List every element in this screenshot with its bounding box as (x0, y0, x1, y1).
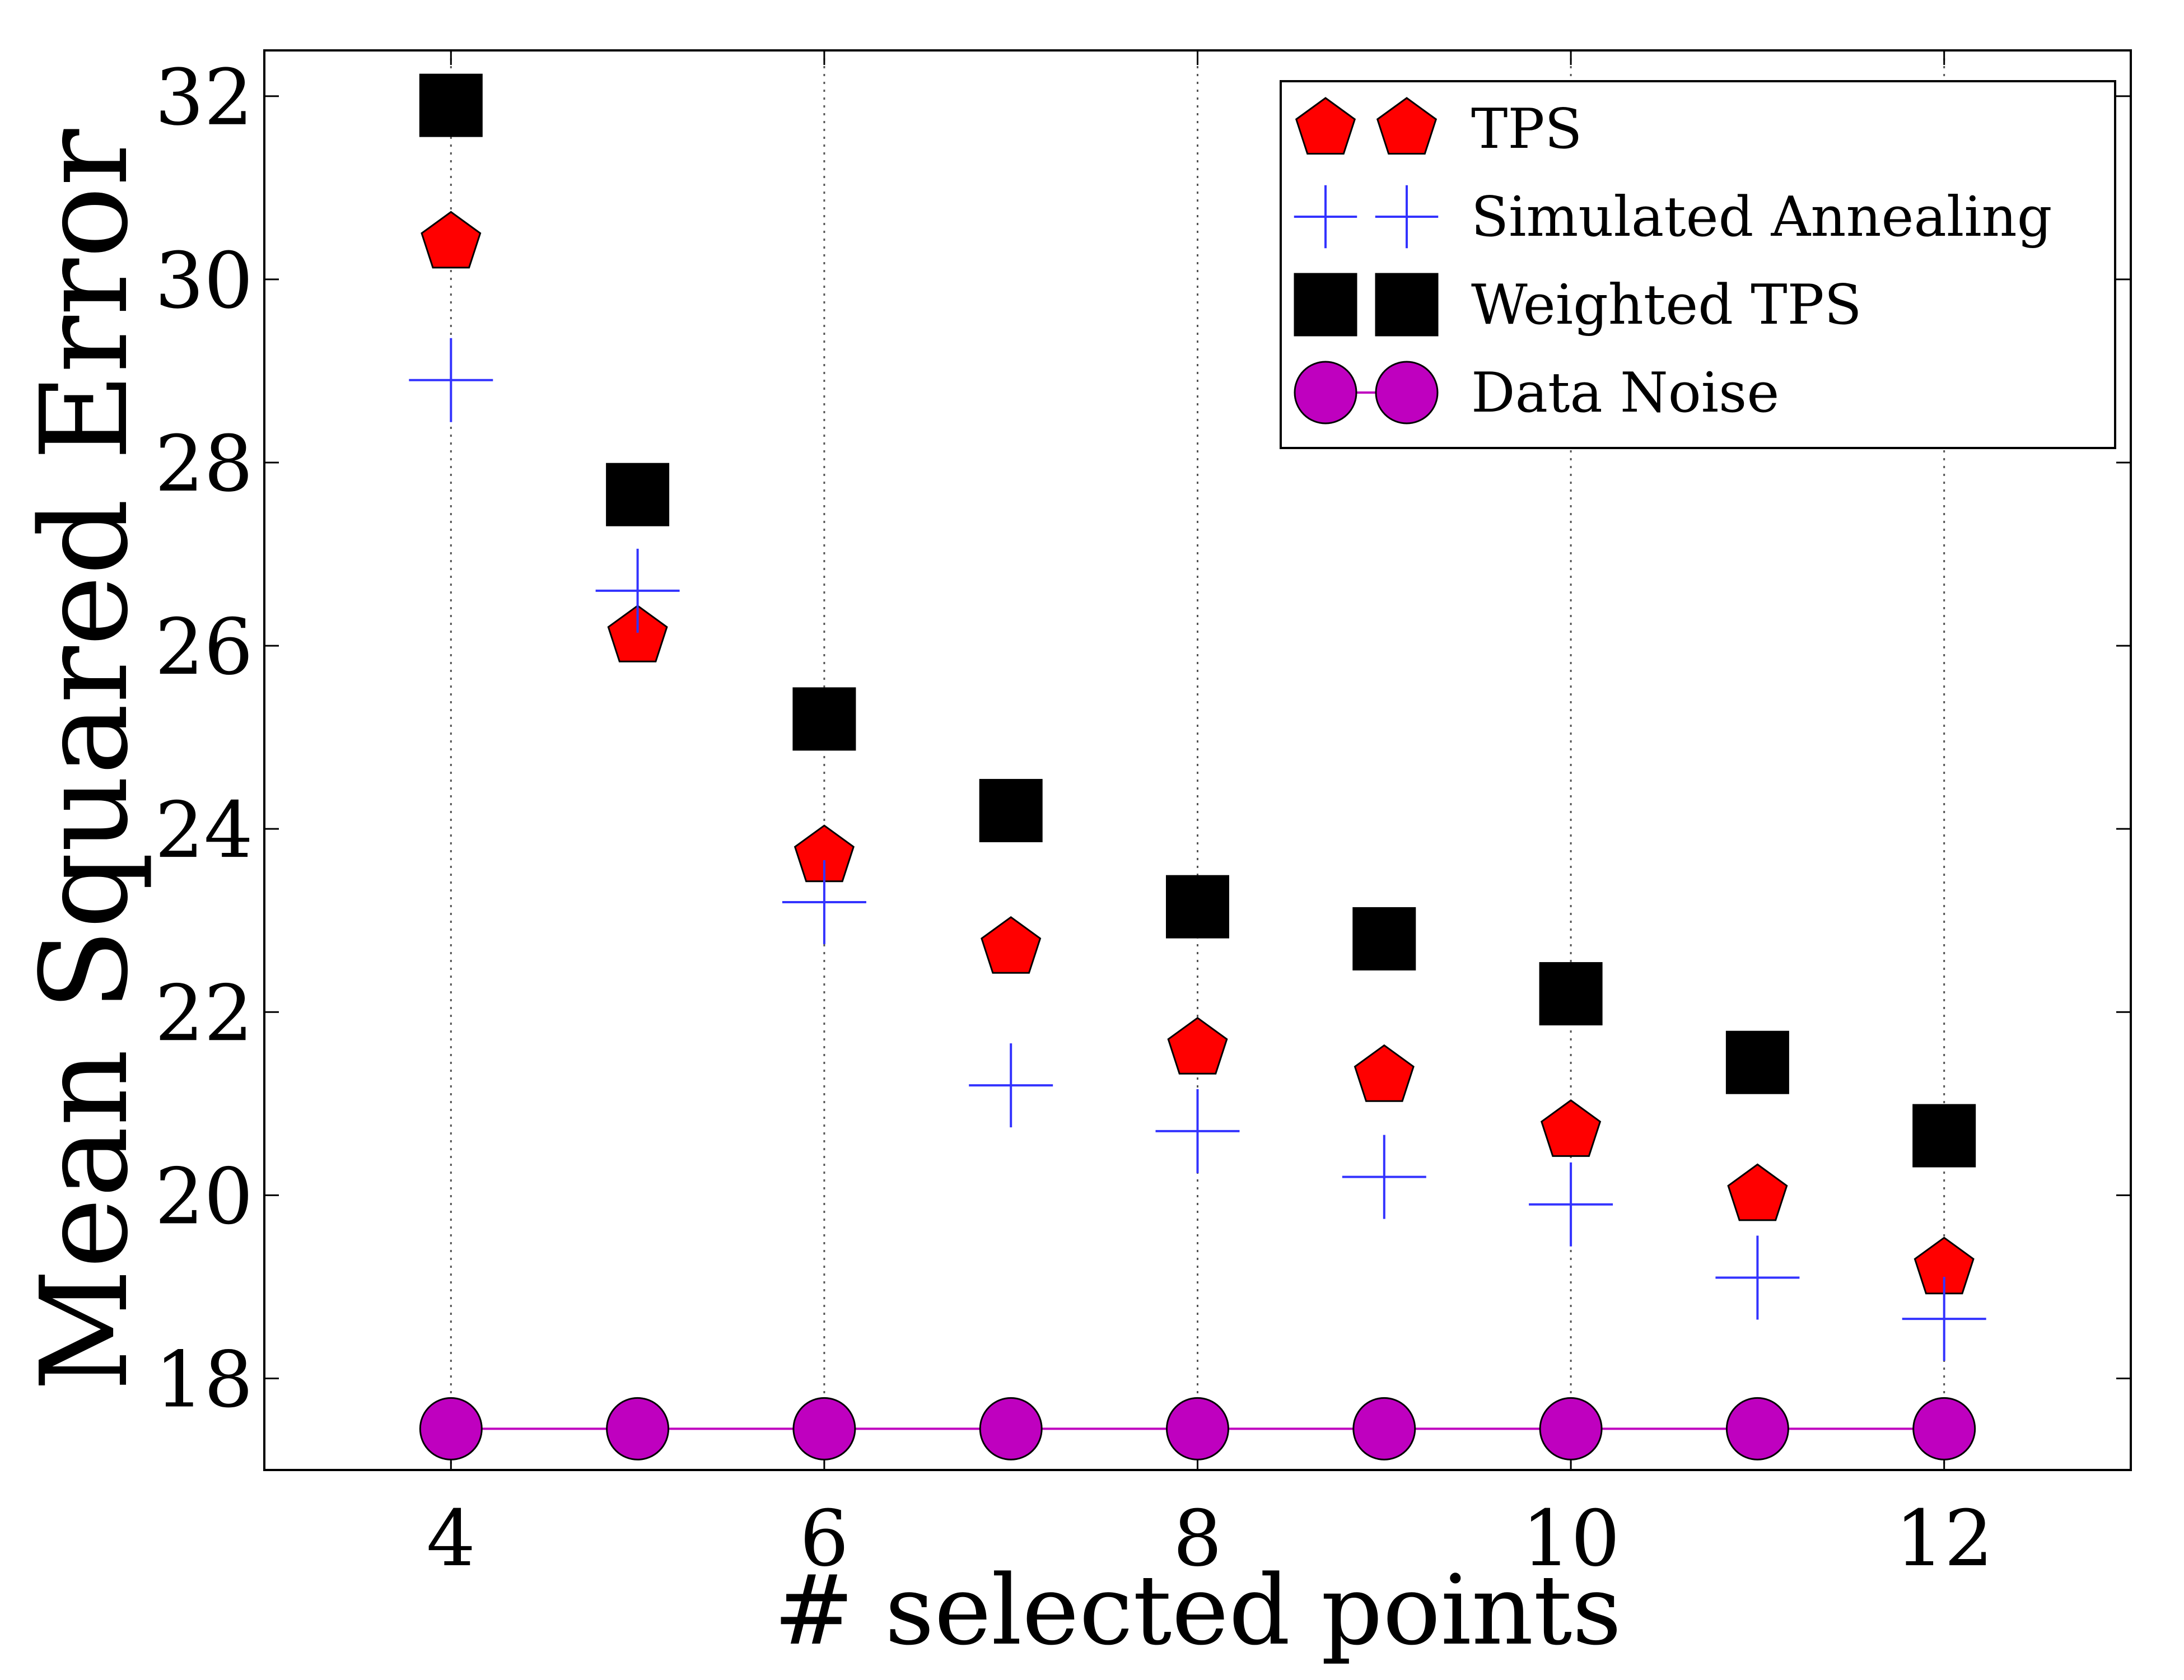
data-point-simulated-annealing (969, 1043, 1053, 1128)
x-tick-label: 12 (1895, 1494, 1994, 1584)
data-point-data-noise (1352, 1397, 1416, 1460)
data-point-tps (607, 604, 668, 662)
x-tick-label: 10 (1522, 1494, 1620, 1584)
legend-entry-weighted-tps: Weighted TPS (1294, 273, 1862, 337)
data-point-simulated-annealing (595, 548, 680, 633)
y-tick-label: 18 (155, 1334, 253, 1425)
legend: TPS Simulated Annealing Weighted TPS Data N… (1280, 80, 2116, 449)
data-point-weighted-tps (1725, 1030, 1789, 1094)
legend-marker-weighted-tps (1294, 273, 1357, 337)
data-point-weighted-tps (1912, 1104, 1976, 1168)
legend-label-tps: TPS (1471, 97, 1582, 161)
y-axis-title: Mean Squared Error (15, 129, 155, 1392)
data-point-tps (1727, 1163, 1788, 1221)
data-point-simulated-annealing (1155, 1089, 1240, 1173)
x-tick-label: 4 (426, 1494, 475, 1584)
data-point-data-noise (419, 1397, 483, 1460)
y-tick-label: 24 (155, 785, 253, 875)
plot-frame (263, 49, 2132, 1471)
legend-entry-simulated-annealing: Simulated Annealing (1294, 185, 2052, 249)
series-simulated-annealing (409, 338, 1986, 1361)
x-tick-label: 8 (1173, 1494, 1222, 1584)
data-point-data-noise (792, 1397, 856, 1460)
plot-series (409, 73, 1986, 1460)
data-point-data-noise (606, 1397, 670, 1460)
x-axis-title: # selected points (773, 1554, 1622, 1667)
data-point-weighted-tps (979, 778, 1043, 842)
data-point-weighted-tps (419, 73, 483, 137)
legend-marker-tps (1376, 97, 1438, 155)
data-point-data-noise (1725, 1397, 1789, 1460)
data-point-simulated-annealing (782, 860, 866, 944)
y-tick-label: 30 (155, 236, 253, 326)
data-point-tps (1354, 1044, 1415, 1102)
data-point-tps (1541, 1099, 1602, 1157)
legend-marker-data-noise (1294, 361, 1357, 424)
data-point-simulated-annealing (409, 338, 493, 422)
data-point-weighted-tps (1166, 875, 1229, 939)
data-point-data-noise (1539, 1397, 1603, 1460)
series-data-noise (419, 1397, 1976, 1460)
data-point-tps (981, 916, 1042, 974)
data-point-weighted-tps (1539, 962, 1603, 1026)
data-point-simulated-annealing (1902, 1277, 1986, 1361)
legend-marker-tps (1295, 97, 1356, 155)
data-point-weighted-tps (792, 687, 856, 751)
legend-entry-data-noise: Data Noise (1294, 361, 1779, 425)
legend-label-data-noise: Data Noise (1471, 361, 1779, 425)
data-point-data-noise (979, 1397, 1043, 1460)
legend-marker-data-noise (1375, 361, 1439, 424)
legend-marker-simulated-annealing (1375, 185, 1439, 249)
data-point-tps (1167, 1016, 1228, 1075)
legend-entry-tps: TPS (1295, 97, 1582, 161)
data-point-data-noise (1912, 1397, 1976, 1460)
data-point-weighted-tps (606, 463, 670, 526)
legend-label-weighted-tps: Weighted TPS (1471, 273, 1862, 337)
data-point-data-noise (1166, 1397, 1229, 1460)
data-point-weighted-tps (1352, 907, 1416, 970)
y-tick-label: 26 (155, 602, 253, 692)
data-point-tps (421, 211, 482, 269)
tick-labels: 4 6 8 10 12 18 20 22 24 26 28 30 32 (155, 53, 1993, 1584)
series-tps (421, 211, 1975, 1295)
y-tick-label: 32 (155, 53, 253, 143)
legend-label-simulated-annealing: Simulated Annealing (1471, 185, 2052, 249)
legend-marker-weighted-tps (1375, 273, 1439, 337)
data-point-simulated-annealing (1715, 1235, 1800, 1320)
legend-marker-simulated-annealing (1294, 185, 1357, 249)
y-tick-label: 20 (155, 1151, 253, 1242)
y-tick-label: 22 (155, 968, 253, 1058)
data-point-simulated-annealing (1529, 1162, 1613, 1247)
series-weighted-tps (419, 73, 1976, 1168)
y-tick-label: 28 (155, 419, 253, 509)
x-tick-label: 6 (800, 1494, 849, 1584)
data-point-simulated-annealing (1342, 1135, 1426, 1219)
